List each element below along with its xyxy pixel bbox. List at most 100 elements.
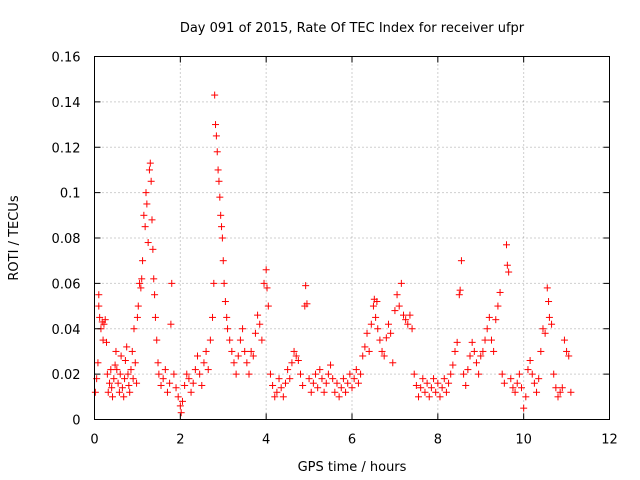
data-point xyxy=(107,366,115,374)
data-point xyxy=(212,132,220,140)
data-point xyxy=(103,338,111,346)
data-point xyxy=(95,291,103,299)
data-point xyxy=(299,381,307,389)
data-point xyxy=(522,393,530,401)
data-point xyxy=(417,384,425,392)
data-point xyxy=(112,347,120,355)
data-point xyxy=(129,375,137,383)
data-point xyxy=(204,366,212,374)
data-point xyxy=(430,375,438,383)
data-point xyxy=(143,200,151,208)
data-point xyxy=(518,384,526,392)
data-point xyxy=(468,338,476,346)
data-point xyxy=(258,336,266,344)
data-point xyxy=(503,261,511,269)
y-tick-label: 0.06 xyxy=(52,277,81,292)
y-tick-label: 0.1 xyxy=(60,187,81,202)
data-point xyxy=(159,375,167,383)
data-point xyxy=(249,352,257,360)
data-point xyxy=(481,336,489,344)
data-point xyxy=(314,384,322,392)
data-point xyxy=(251,329,259,337)
data-point xyxy=(563,347,571,355)
y-tick-label: 0.02 xyxy=(52,368,81,383)
x-tick-label: 4 xyxy=(262,433,270,448)
data-point xyxy=(434,379,442,387)
chart-title: Day 091 of 2015, Rate Of TEC Index for r… xyxy=(180,21,525,36)
data-point xyxy=(144,239,152,247)
data-point xyxy=(369,302,377,310)
data-point xyxy=(263,284,271,292)
data-point xyxy=(378,347,386,355)
y-tick-label: 0.16 xyxy=(52,51,81,66)
x-tick-label: 2 xyxy=(176,433,184,448)
data-point xyxy=(155,370,163,378)
data-point xyxy=(281,379,289,387)
data-point xyxy=(108,384,116,392)
data-point xyxy=(320,388,328,396)
data-point xyxy=(530,379,538,387)
data-point xyxy=(243,359,251,367)
data-point xyxy=(215,177,223,185)
data-point xyxy=(492,316,500,324)
data-point xyxy=(535,375,543,383)
data-point xyxy=(552,384,560,392)
x-axis-label: GPS time / hours xyxy=(298,460,407,475)
data-point xyxy=(427,384,435,392)
data-point xyxy=(138,275,146,283)
data-point xyxy=(372,313,380,321)
data-point xyxy=(423,379,431,387)
data-point xyxy=(400,311,407,319)
data-point xyxy=(357,370,365,378)
data-point xyxy=(361,343,369,351)
data-point xyxy=(148,216,156,224)
data-point xyxy=(352,366,360,374)
data-point xyxy=(292,352,300,360)
data-point xyxy=(533,388,541,396)
data-point xyxy=(367,320,375,328)
data-point xyxy=(123,343,131,351)
data-point xyxy=(109,393,117,401)
data-point xyxy=(457,257,465,265)
data-point xyxy=(214,166,222,174)
data-point xyxy=(541,329,549,337)
data-point xyxy=(451,347,459,355)
data-point xyxy=(115,388,123,396)
data-point xyxy=(218,223,226,231)
data-point xyxy=(410,370,418,378)
data-point xyxy=(130,325,138,333)
data-point xyxy=(145,166,153,174)
data-point xyxy=(567,388,575,396)
data-point xyxy=(331,388,339,396)
data-point xyxy=(224,325,232,333)
data-point xyxy=(216,193,224,201)
data-point xyxy=(210,279,218,287)
data-point xyxy=(391,307,399,315)
data-point xyxy=(254,311,262,319)
data-point xyxy=(374,325,382,333)
data-point xyxy=(206,336,214,344)
data-point xyxy=(174,393,182,401)
data-point xyxy=(181,381,189,389)
data-point xyxy=(131,359,139,367)
y-tick-label: 0.04 xyxy=(52,323,81,338)
data-point xyxy=(464,366,472,374)
data-point xyxy=(118,384,126,392)
data-point xyxy=(277,384,285,392)
data-point xyxy=(560,336,568,344)
data-point xyxy=(176,402,184,410)
data-point xyxy=(494,302,502,310)
data-point xyxy=(133,379,141,387)
data-point xyxy=(479,347,487,355)
data-point xyxy=(139,257,147,265)
data-point xyxy=(134,302,142,310)
data-point xyxy=(126,388,134,396)
data-point xyxy=(475,370,483,378)
data-point xyxy=(142,189,150,197)
data-point xyxy=(456,286,464,294)
data-point xyxy=(219,257,227,265)
data-point xyxy=(505,268,513,276)
data-point xyxy=(151,313,159,321)
data-point xyxy=(543,284,551,292)
data-point xyxy=(166,379,174,387)
